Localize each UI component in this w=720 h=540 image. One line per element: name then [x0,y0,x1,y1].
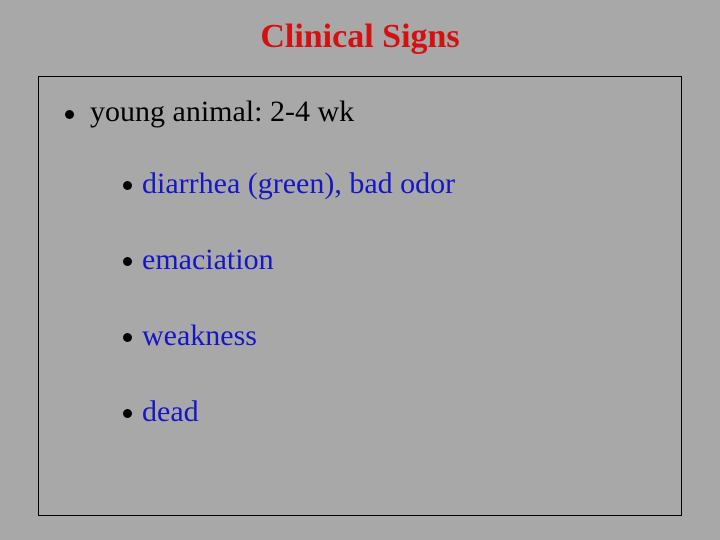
bullet-dot-icon [123,257,132,266]
bullet-level1-item: young animal: 2-4 wk [65,95,661,129]
bullet-dot-icon [123,333,132,342]
bullet-text: young animal: 2-4 wk [90,95,354,129]
bullet-text: emaciation [142,243,274,277]
bullet-dot-icon [123,181,132,190]
bullet-level2-item: emaciation [123,243,661,277]
bullet-dot-icon [65,110,74,119]
slide-title: Clinical Signs [0,0,720,68]
bullet-level2-item: dead [123,395,661,429]
bullet-level2-item: diarrhea (green), bad odor [123,167,661,201]
bullet-dot-icon [123,409,132,418]
bullet-text: weakness [142,319,257,353]
bullet-text: dead [142,395,199,429]
bullet-level2-item: weakness [123,319,661,353]
title-text: Clinical Signs [260,18,459,55]
content-box: young animal: 2-4 wk diarrhea (green), b… [38,76,682,516]
bullet-text: diarrhea (green), bad odor [142,167,455,201]
